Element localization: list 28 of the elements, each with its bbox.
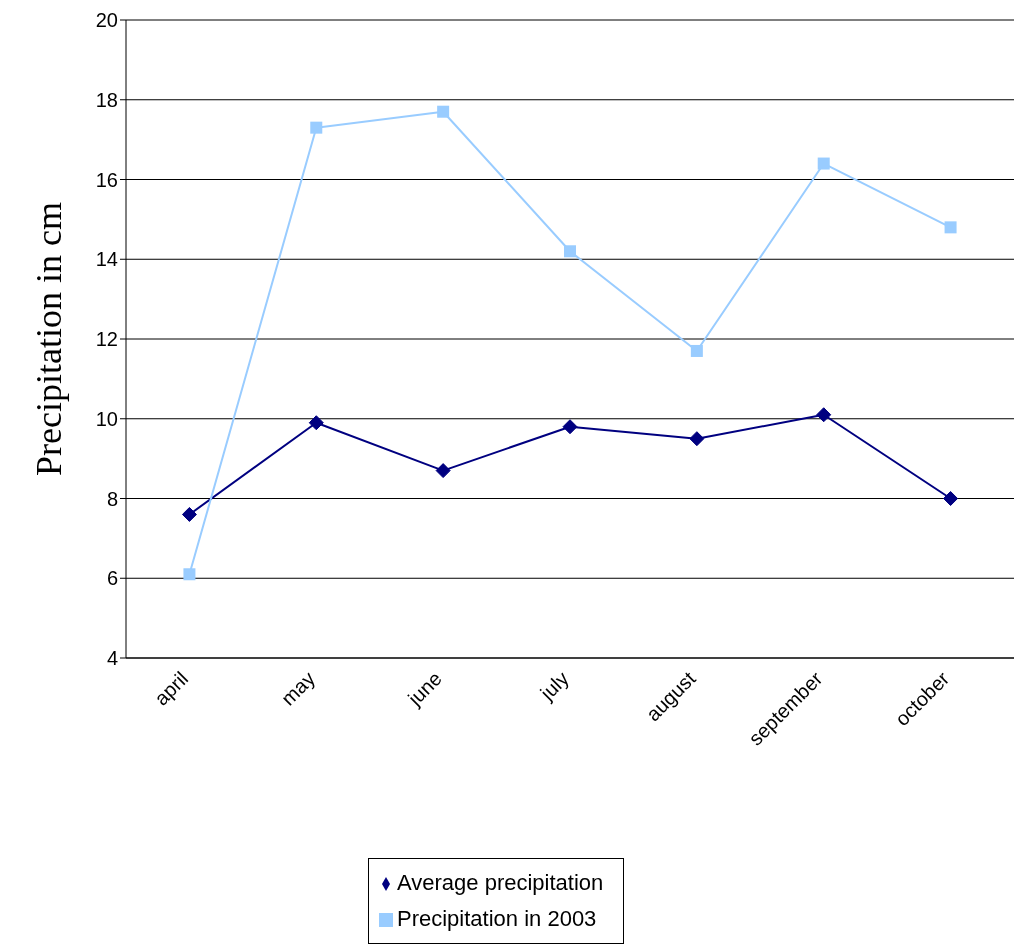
point [562,419,578,435]
point [437,105,450,118]
point [435,463,451,479]
point [310,121,323,134]
point [183,568,196,581]
y-tick-label: 6 [106,567,118,590]
point [564,245,576,258]
y-tick-label: 10 [95,407,118,430]
y-tick-label: 16 [95,168,118,191]
point [816,407,832,423]
x-tick-label: july [535,667,573,705]
point [689,431,705,447]
point [181,506,197,522]
y-axis-title: Precipitation in cm [28,202,69,476]
point [690,344,703,357]
y-tick-label: 12 [95,328,118,351]
point [817,157,830,170]
x-tick-label: may [276,667,320,710]
y-tick-label: 4 [106,647,118,670]
y-tick-label: 14 [95,248,118,271]
legend-label: Average precipitation [397,870,604,895]
y-tick-label: 8 [106,487,118,510]
y-tick-label: 18 [95,88,118,111]
point [308,415,324,431]
point [943,491,959,506]
point [944,221,957,234]
y-tick-label: 20 [95,9,118,32]
legend-label: Precipitation in 2003 [397,906,597,931]
